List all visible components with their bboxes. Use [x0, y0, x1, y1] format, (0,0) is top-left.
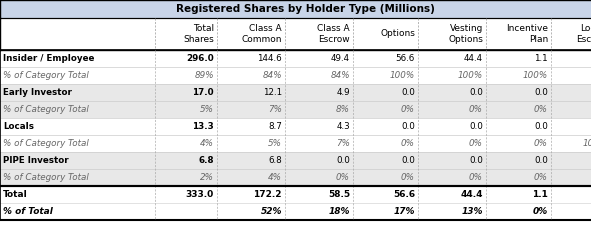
Text: PIPE Investor: PIPE Investor	[3, 156, 69, 165]
Text: 13.3: 13.3	[192, 122, 214, 131]
Text: 44.4: 44.4	[464, 54, 483, 63]
Bar	[0, 169, 591, 186]
Text: 172.2: 172.2	[254, 190, 282, 199]
Text: 100%: 100%	[523, 71, 548, 80]
Text: Vesting
Options: Vesting Options	[448, 24, 483, 44]
Text: % of Category Total: % of Category Total	[3, 173, 89, 182]
Text: 333.0: 333.0	[186, 190, 214, 199]
Text: Total: Total	[3, 190, 28, 199]
Text: 58.5: 58.5	[328, 190, 350, 199]
Text: 2%: 2%	[200, 173, 214, 182]
Text: % of Category Total: % of Category Total	[3, 71, 89, 80]
Text: 0%: 0%	[469, 139, 483, 148]
Text: 0%: 0%	[336, 173, 350, 182]
Text: 4%: 4%	[268, 173, 282, 182]
Text: 144.6: 144.6	[257, 54, 282, 63]
Text: 84%: 84%	[330, 71, 350, 80]
Text: 17.0: 17.0	[193, 88, 214, 97]
Text: 7%: 7%	[336, 139, 350, 148]
Bar	[0, 67, 591, 84]
Text: 18%: 18%	[329, 207, 350, 216]
Bar	[0, 152, 591, 169]
Text: 12.1: 12.1	[263, 88, 282, 97]
Text: 89%: 89%	[194, 71, 214, 80]
Text: % of Category Total: % of Category Total	[3, 139, 89, 148]
Text: 52%: 52%	[261, 207, 282, 216]
Text: 5%: 5%	[268, 139, 282, 148]
Text: 1.1: 1.1	[534, 54, 548, 63]
Text: 0.0: 0.0	[469, 88, 483, 97]
Text: 6.8: 6.8	[199, 156, 214, 165]
Text: 44.4: 44.4	[460, 190, 483, 199]
Text: % of Category Total: % of Category Total	[3, 105, 89, 114]
Text: 0.0: 0.0	[534, 156, 548, 165]
Text: 0%: 0%	[534, 139, 548, 148]
Text: 0.0: 0.0	[469, 122, 483, 131]
Text: % of Total: % of Total	[3, 207, 53, 216]
Text: 0.0: 0.0	[336, 156, 350, 165]
Text: 6.8: 6.8	[268, 156, 282, 165]
Text: 49.4: 49.4	[331, 54, 350, 63]
Text: Incentive
Plan: Incentive Plan	[506, 24, 548, 44]
Text: 8%: 8%	[336, 105, 350, 114]
Text: 1.1: 1.1	[532, 190, 548, 199]
Text: 0.0: 0.0	[401, 156, 415, 165]
Bar	[0, 186, 591, 203]
Text: Total
Shares: Total Shares	[183, 24, 214, 44]
Text: 0.0: 0.0	[401, 88, 415, 97]
Text: Insider / Employee: Insider / Employee	[3, 54, 95, 63]
Text: 100%: 100%	[458, 71, 483, 80]
Bar	[0, 18, 591, 50]
Bar	[0, 50, 591, 67]
Text: 4.3: 4.3	[336, 122, 350, 131]
Text: 0%: 0%	[534, 105, 548, 114]
Text: 56.6: 56.6	[393, 190, 415, 199]
Text: 0.0: 0.0	[534, 122, 548, 131]
Text: 0%: 0%	[469, 105, 483, 114]
Text: 100%: 100%	[389, 71, 415, 80]
Text: 0.0: 0.0	[469, 156, 483, 165]
Text: 84%: 84%	[262, 71, 282, 80]
Text: Registered Shares by Holder Type (Millions): Registered Shares by Holder Type (Millio…	[176, 4, 435, 14]
Text: Class A
Escrow: Class A Escrow	[317, 24, 350, 44]
Text: 0.0: 0.0	[401, 122, 415, 131]
Text: Early Investor: Early Investor	[3, 88, 72, 97]
Text: 8.7: 8.7	[268, 122, 282, 131]
Text: 0%: 0%	[534, 173, 548, 182]
Text: 4%: 4%	[200, 139, 214, 148]
Bar	[0, 118, 591, 135]
Text: 5%: 5%	[200, 105, 214, 114]
Text: 0%: 0%	[401, 105, 415, 114]
Text: 0%: 0%	[469, 173, 483, 182]
Bar	[0, 0, 591, 18]
Text: 296.0: 296.0	[186, 54, 214, 63]
Bar	[0, 101, 591, 118]
Text: Locals
Escrow: Locals Escrow	[576, 24, 591, 44]
Text: 100%: 100%	[583, 139, 591, 148]
Bar	[0, 135, 591, 152]
Text: 13%: 13%	[462, 207, 483, 216]
Text: Locals: Locals	[3, 122, 34, 131]
Text: Options: Options	[380, 30, 415, 39]
Text: 4.9: 4.9	[336, 88, 350, 97]
Text: 17%: 17%	[394, 207, 415, 216]
Text: 56.6: 56.6	[396, 54, 415, 63]
Bar	[0, 203, 591, 220]
Text: 7%: 7%	[268, 105, 282, 114]
Text: Class A
Common: Class A Common	[242, 24, 282, 44]
Text: 0.0: 0.0	[534, 88, 548, 97]
Text: 0%: 0%	[532, 207, 548, 216]
Bar	[0, 84, 591, 101]
Text: 0%: 0%	[401, 139, 415, 148]
Text: 0%: 0%	[401, 173, 415, 182]
